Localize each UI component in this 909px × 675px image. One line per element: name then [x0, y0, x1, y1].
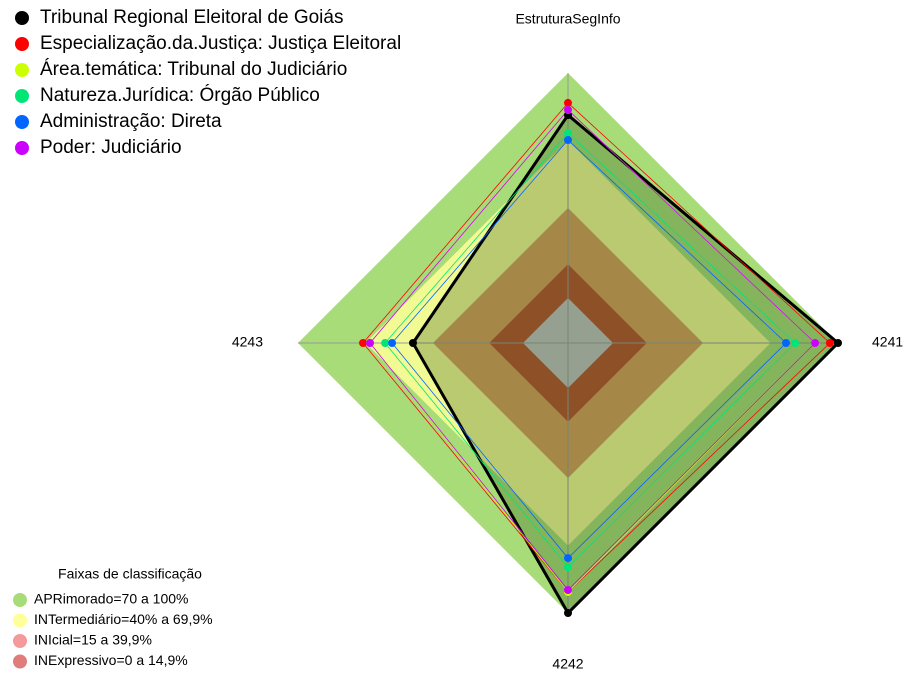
- legend-label: Tribunal Regional Eleitoral de Goiás: [40, 7, 343, 28]
- legend-label: Administração: Direta: [40, 111, 222, 132]
- point: [564, 129, 572, 138]
- point: [782, 339, 791, 347]
- point: [564, 105, 572, 114]
- axis-label: 4242: [552, 656, 583, 672]
- legend-marker: [15, 141, 29, 155]
- legend-marker: [15, 115, 29, 129]
- band-legend-label: INTermediário=40% a 69,9%: [34, 611, 213, 627]
- point: [791, 339, 800, 347]
- point: [564, 554, 572, 563]
- point: [388, 339, 397, 347]
- point: [366, 339, 374, 347]
- point: [564, 563, 572, 572]
- legend-marker: [15, 11, 29, 25]
- point: [359, 339, 368, 347]
- legend-label: Área.temática: Tribunal do Judiciário: [40, 59, 347, 80]
- axis-label: 4241: [872, 334, 903, 350]
- band-legend-marker: [13, 613, 27, 628]
- point: [834, 339, 842, 347]
- axis-label: EstruturaSegInfo: [515, 11, 620, 27]
- band-legend-label: APRimorado=70 a 100%: [34, 591, 189, 607]
- band-legend-label: INIcial=15 a 39,9%: [34, 632, 152, 648]
- point: [825, 339, 834, 347]
- point: [811, 339, 820, 347]
- axis-label: 4243: [232, 334, 263, 350]
- bands-title: Faixas de classificação: [58, 566, 202, 582]
- legend-label: Especialização.da.Justiça: Justiça Eleit…: [40, 33, 401, 54]
- legend-marker: [15, 63, 29, 77]
- point: [564, 609, 572, 617]
- legend-marker: [15, 37, 29, 51]
- legend-label: Natureza.Jurídica: Órgão Público: [40, 84, 320, 106]
- point: [564, 586, 572, 595]
- band-legend-label: INExpressivo=0 a 14,9%: [34, 652, 188, 668]
- band-legend-marker: [13, 634, 27, 648]
- legend-marker: [15, 89, 29, 103]
- band-legend-marker: [13, 654, 27, 669]
- point: [408, 339, 417, 347]
- point: [381, 339, 390, 347]
- legend-label: Poder: Judiciário: [40, 137, 182, 158]
- band-legend-marker: [13, 593, 27, 607]
- point: [564, 98, 572, 107]
- point: [564, 136, 572, 145]
